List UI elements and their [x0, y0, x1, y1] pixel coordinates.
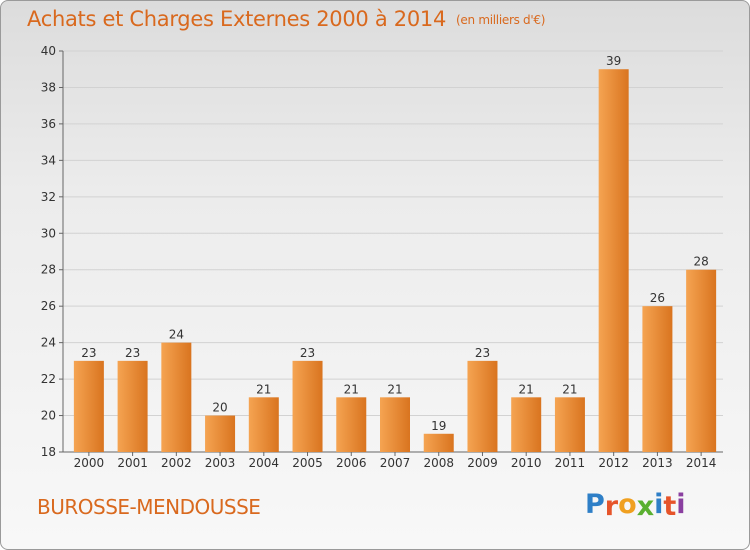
bar [642, 306, 673, 452]
x-tick-label: 2007 [380, 456, 411, 470]
data-label: 23 [475, 346, 490, 360]
x-tick-label: 2009 [467, 456, 498, 470]
chart-unit: (en milliers d'€) [456, 13, 546, 27]
data-label: 26 [650, 291, 665, 305]
logo-letter: x [636, 491, 655, 522]
bar [117, 360, 148, 452]
bars [73, 69, 717, 453]
x-tick-label: 2014 [686, 456, 717, 470]
x-tick-label: 2008 [423, 456, 454, 470]
x-tick-label: 2013 [642, 456, 673, 470]
y-tick-label: 20 [41, 409, 56, 423]
x-tick-label: 2010 [511, 456, 542, 470]
x-tick-label: 2000 [74, 456, 105, 470]
labels: 18 20 22 24 26 28 30 32 34 36 38 40 23 2000 23 2001 24 20… [41, 44, 717, 470]
data-label: 23 [125, 346, 140, 360]
x-tick-label: 2003 [205, 456, 236, 470]
x-tick-label: 2002 [161, 456, 192, 470]
bar [554, 397, 585, 452]
data-label: 28 [693, 255, 708, 269]
chart-title-text: Achats et Charges Externes 2000 à 2014 [27, 7, 447, 31]
data-label: 39 [606, 54, 621, 68]
logo-letter: r [604, 491, 619, 522]
y-tick-label: 22 [41, 372, 56, 386]
bar [292, 360, 323, 452]
x-tick-label: 2005 [292, 456, 323, 470]
x-tick-label: 2004 [249, 456, 280, 470]
bar [73, 360, 104, 452]
bar [467, 360, 498, 452]
chart-title: Achats et Charges Externes 2000 à 2014 (e… [27, 7, 545, 31]
bar [511, 397, 542, 452]
data-label: 21 [256, 382, 271, 396]
logo-letter: t [663, 491, 677, 522]
data-label: 21 [387, 382, 402, 396]
data-label: 21 [519, 382, 534, 396]
y-tick-label: 28 [41, 263, 56, 277]
y-tick-label: 30 [41, 226, 56, 240]
bar [423, 433, 454, 452]
bar [336, 397, 367, 452]
y-tick-label: 32 [41, 190, 56, 204]
bar [248, 397, 279, 452]
y-tick-label: 34 [41, 153, 56, 167]
bar [598, 69, 629, 453]
data-label: 24 [169, 328, 184, 342]
logo-letter: i [654, 489, 664, 520]
x-tick-label: 2012 [598, 456, 629, 470]
x-tick-label: 2011 [555, 456, 586, 470]
data-label: 20 [212, 401, 227, 415]
bar [686, 269, 717, 452]
x-tick-label: 2001 [117, 456, 148, 470]
proxiti-logo: Proxiti [585, 489, 686, 522]
logo-letter: o [618, 489, 637, 520]
logo-letter: i [676, 489, 686, 520]
commune-name: BUROSSE-MENDOUSSE [37, 495, 261, 519]
y-tick-label: 36 [41, 117, 56, 131]
data-label: 23 [300, 346, 315, 360]
y-tick-label: 40 [41, 44, 56, 58]
y-tick-label: 26 [41, 299, 56, 313]
y-tick-label: 38 [41, 80, 56, 94]
y-tick-label: 18 [41, 445, 56, 459]
bar [161, 342, 192, 452]
bar [380, 397, 410, 452]
data-label: 19 [431, 419, 446, 433]
data-label: 21 [344, 382, 359, 396]
bar [205, 415, 236, 452]
data-label: 23 [81, 346, 96, 360]
logo-letter: P [585, 489, 605, 520]
data-label: 21 [562, 382, 577, 396]
x-tick-label: 2006 [336, 456, 367, 470]
y-tick-label: 24 [41, 336, 56, 350]
